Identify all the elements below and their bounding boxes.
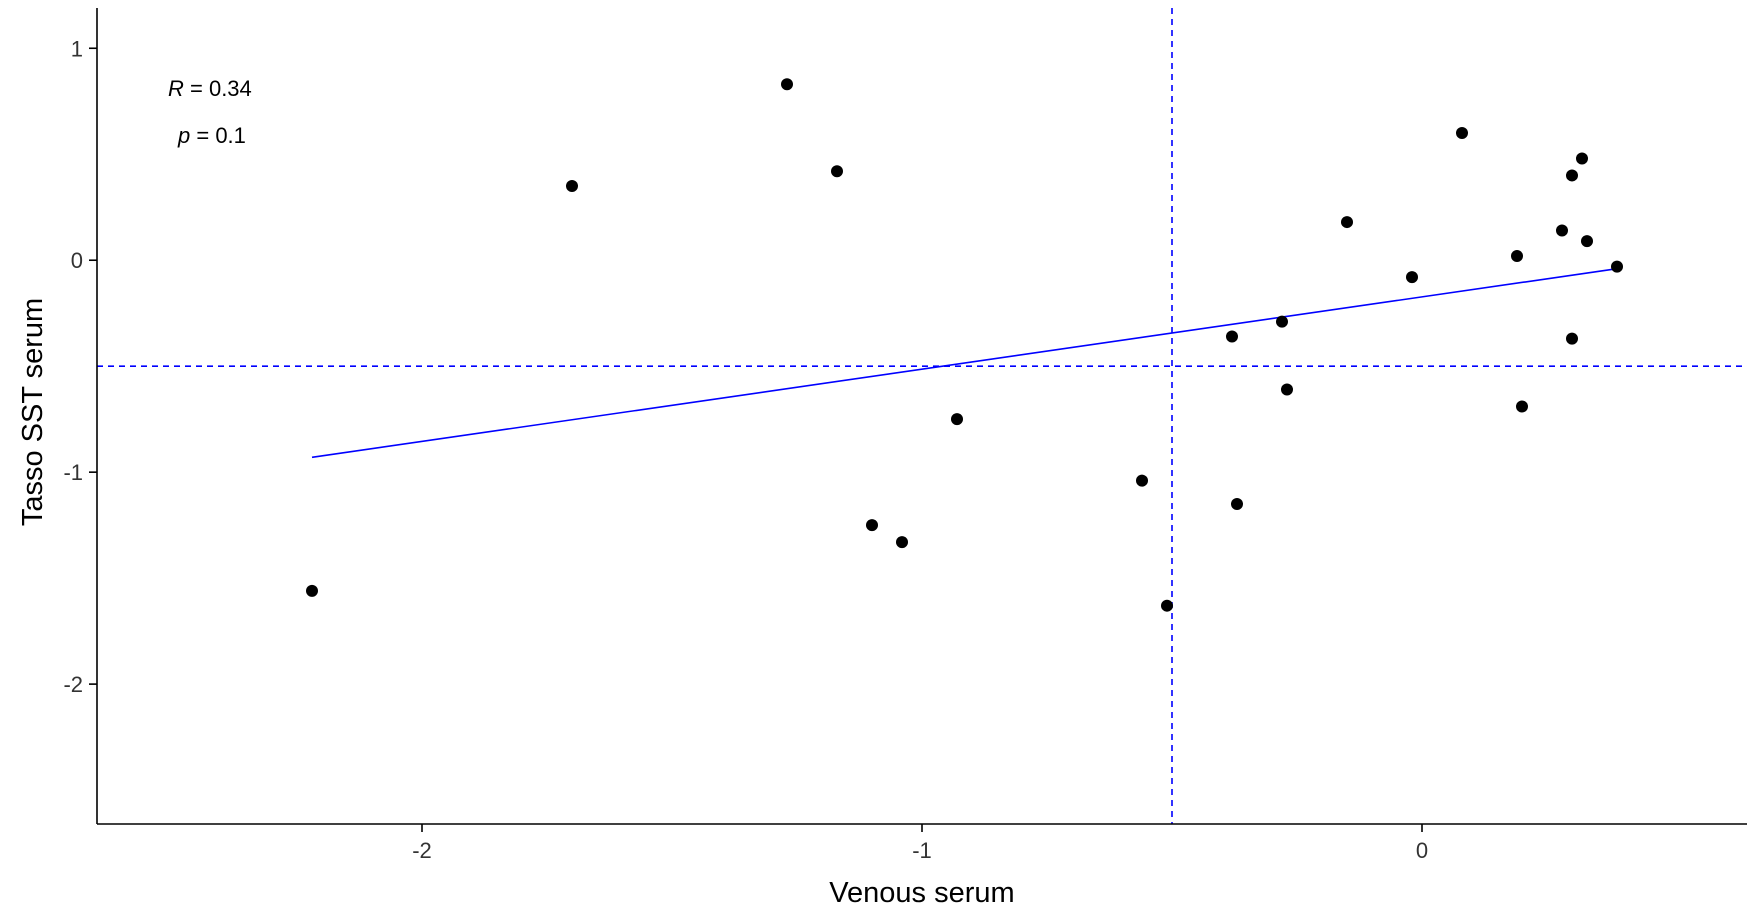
x-tick-label: -1 <box>912 838 932 863</box>
x-tick-label: -2 <box>412 838 432 863</box>
data-point <box>1566 169 1578 182</box>
data-point <box>1231 497 1243 510</box>
data-point <box>1556 224 1568 237</box>
r-symbol: R <box>168 76 184 101</box>
p-value-label: p = 0.1 <box>177 123 246 148</box>
data-point <box>951 413 963 426</box>
p-symbol: p <box>177 123 190 148</box>
data-point <box>781 78 793 91</box>
axes: -2 -1 0 -2 -1 0 1 <box>63 8 1747 863</box>
r-value: = 0.34 <box>184 76 252 101</box>
y-tick-label: 1 <box>71 36 83 61</box>
reference-lines <box>97 8 1747 824</box>
data-point <box>1406 271 1418 284</box>
p-value: = 0.1 <box>190 123 246 148</box>
data-point <box>1511 249 1523 262</box>
data-point <box>1341 216 1353 229</box>
data-point <box>1611 260 1623 273</box>
data-point <box>1161 599 1173 612</box>
data-point <box>1516 400 1528 413</box>
data-point <box>566 180 578 193</box>
data-point <box>1456 127 1468 140</box>
x-axis-title: Venous serum <box>829 877 1014 909</box>
data-point <box>1566 332 1578 345</box>
y-tick-label: -2 <box>63 672 83 697</box>
data-point <box>1136 474 1148 487</box>
y-tick-label: -1 <box>63 460 83 485</box>
data-point <box>1276 315 1288 328</box>
data-point <box>896 536 908 549</box>
data-point <box>1226 330 1238 343</box>
y-tick-label: 0 <box>71 248 83 273</box>
data-point <box>306 584 318 597</box>
data-point <box>1576 152 1588 165</box>
x-tick-label: 0 <box>1416 838 1428 863</box>
data-point <box>1581 235 1593 248</box>
data-point <box>831 165 843 178</box>
data-points <box>306 78 1623 612</box>
regression-line <box>311 267 1618 459</box>
fit-line-group <box>311 267 1618 459</box>
data-point <box>866 519 878 532</box>
y-axis-title: Tasso SST serum <box>17 298 49 526</box>
correlation-r-label: R = 0.34 <box>168 76 252 101</box>
data-point <box>1281 383 1293 396</box>
